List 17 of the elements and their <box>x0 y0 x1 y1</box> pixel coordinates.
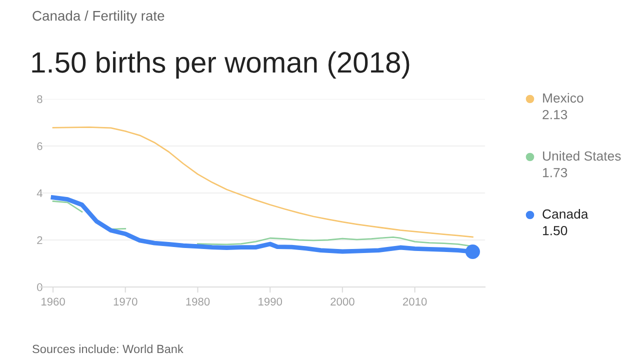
x-tick-label: 1980 <box>186 298 210 306</box>
line-series <box>52 126 474 238</box>
source-note: Sources include: World Bank <box>32 344 184 354</box>
legend-label: Canada 1.50 <box>542 209 588 236</box>
x-tick-label: 2010 <box>403 298 427 306</box>
x-tick-label: 1970 <box>114 298 138 306</box>
y-tick-label: 4 <box>36 189 42 198</box>
x-tick-label: 2000 <box>330 298 354 306</box>
chart-title: 1.50 births per woman (2018) <box>32 51 410 79</box>
chart-subtitle: Canada / Fertility rate <box>32 10 164 24</box>
legend-label: Mexico 2.13 <box>542 93 584 120</box>
y-tick-label: 8 <box>37 95 42 104</box>
x-tick-label: 1960 <box>42 298 65 306</box>
legend-label: United States 1.73 <box>543 151 621 178</box>
y-tick-label: 6 <box>37 142 42 150</box>
y-tick-label: 2 <box>37 236 42 244</box>
x-tick-label: 1990 <box>258 298 282 306</box>
